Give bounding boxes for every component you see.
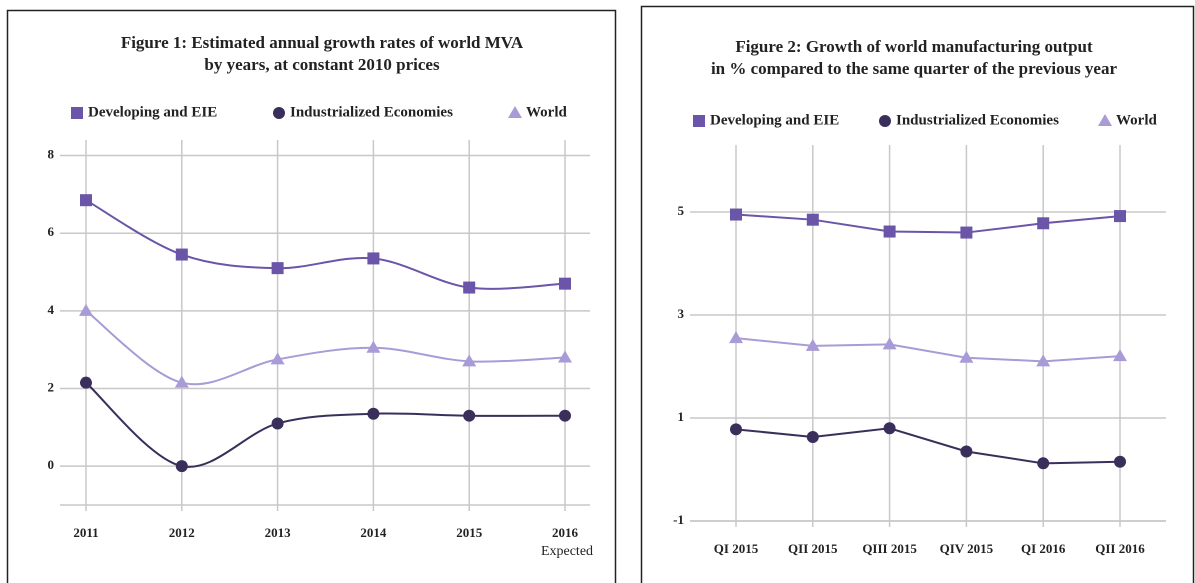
x-tick-label: QI 2016 xyxy=(1021,541,1066,556)
marker xyxy=(879,115,891,127)
x-tick-label: QII 2016 xyxy=(1095,541,1145,556)
legend-label: World xyxy=(1116,112,1157,128)
marker xyxy=(960,226,973,239)
marker xyxy=(1113,349,1127,362)
series-line xyxy=(85,310,566,386)
x-tick-label: QIII 2015 xyxy=(862,541,917,556)
series-line xyxy=(735,213,1121,234)
marker xyxy=(71,107,83,119)
marker xyxy=(883,225,896,238)
marker xyxy=(559,277,571,290)
marker xyxy=(175,248,188,261)
y-tick-label: -1 xyxy=(673,512,684,527)
marker xyxy=(806,431,819,444)
legend-label: Industrialized Economies xyxy=(290,104,453,120)
y-tick-label: 4 xyxy=(48,302,55,317)
marker xyxy=(730,423,742,436)
marker xyxy=(273,107,285,119)
x-tick-label: QI 2015 xyxy=(714,541,759,556)
x-tick-label: 2013 xyxy=(265,525,292,540)
marker xyxy=(730,208,742,221)
marker xyxy=(960,445,973,458)
panel-frame xyxy=(6,9,617,583)
marker xyxy=(1037,217,1050,230)
y-tick-label: 1 xyxy=(678,409,685,424)
marker xyxy=(1037,457,1050,470)
marker xyxy=(271,262,284,275)
legend-label: World xyxy=(526,104,567,120)
y-tick-label: 3 xyxy=(678,306,685,321)
marker xyxy=(729,331,743,344)
marker xyxy=(1036,354,1051,367)
chart-title: in % compared to the same quarter of the… xyxy=(711,59,1118,78)
marker xyxy=(882,337,897,350)
x-tick-label: 2015 xyxy=(456,525,483,540)
marker xyxy=(175,460,188,473)
marker xyxy=(1098,114,1112,126)
series-line xyxy=(85,381,566,468)
marker xyxy=(271,417,284,430)
chart-title: Figure 2: Growth of world manufacturing … xyxy=(735,37,1093,56)
marker xyxy=(558,350,572,363)
x-tick-label: QIV 2015 xyxy=(940,541,994,556)
marker xyxy=(1114,455,1126,468)
marker xyxy=(80,194,92,207)
x-tick-label: 2012 xyxy=(169,525,195,540)
marker xyxy=(462,354,477,367)
marker xyxy=(366,340,381,353)
marker xyxy=(959,350,974,363)
marker xyxy=(80,376,92,389)
series-line xyxy=(735,427,1121,465)
marker xyxy=(270,352,285,365)
marker xyxy=(508,106,522,118)
marker xyxy=(805,338,820,351)
series-line xyxy=(735,337,1121,363)
chart-title: Figure 1: Estimated annual growth rates … xyxy=(121,33,524,52)
marker xyxy=(463,409,476,422)
marker xyxy=(367,252,380,265)
marker xyxy=(174,375,189,388)
x-tick-label: QII 2015 xyxy=(788,541,838,556)
legend-label: Developing and EIE xyxy=(88,104,217,120)
marker xyxy=(693,115,705,127)
panel-frame xyxy=(640,5,1195,583)
annotation: Expected xyxy=(541,544,593,559)
y-tick-label: 8 xyxy=(48,147,55,162)
series-line xyxy=(85,199,566,290)
marker xyxy=(79,303,93,316)
marker xyxy=(1114,210,1126,223)
marker xyxy=(367,407,380,420)
marker xyxy=(559,409,571,422)
x-tick-label: 2014 xyxy=(360,525,387,540)
marker xyxy=(806,213,819,226)
y-tick-label: 5 xyxy=(678,203,685,218)
legend-label: Industrialized Economies xyxy=(896,112,1059,128)
y-tick-label: 2 xyxy=(48,379,55,394)
x-tick-label: 2011 xyxy=(73,525,98,540)
chart-title: by years, at constant 2010 prices xyxy=(204,55,440,74)
marker xyxy=(463,281,476,294)
y-tick-label: 0 xyxy=(48,457,55,472)
x-tick-label: 2016 xyxy=(552,525,579,540)
y-tick-label: 6 xyxy=(48,224,55,239)
legend-label: Developing and EIE xyxy=(710,112,839,128)
marker xyxy=(883,422,896,435)
